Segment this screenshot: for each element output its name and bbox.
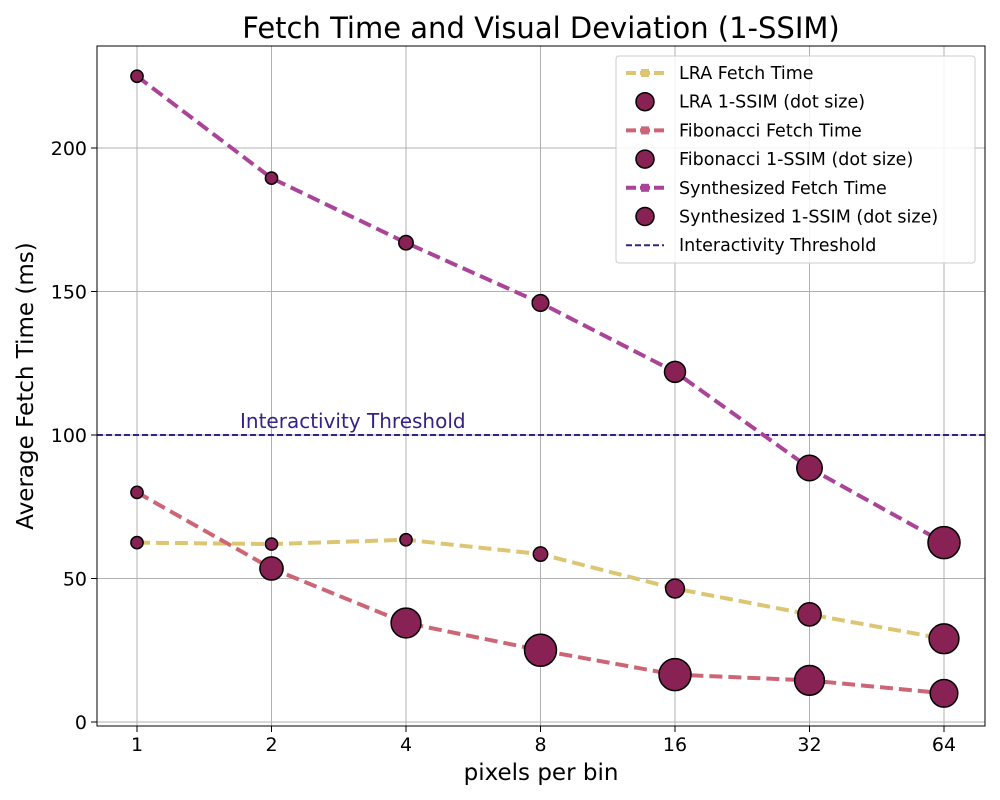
- ssim-dot: [927, 525, 961, 560]
- legend-dot-swatch: [635, 91, 655, 112]
- x-tick-label: 32: [797, 734, 821, 756]
- legend-label: Synthesized Fetch Time: [679, 179, 887, 199]
- ssim-dot: [399, 532, 413, 547]
- x-tick-label: 1: [131, 734, 143, 756]
- y-tick-label: 100: [51, 425, 87, 447]
- x-tick-label: 64: [932, 734, 956, 756]
- legend-dot-swatch: [635, 206, 655, 227]
- ssim-dot: [264, 537, 279, 551]
- ssim-dot: [928, 623, 960, 655]
- ssim-dot: [531, 293, 550, 313]
- y-tick-label: 150: [51, 282, 87, 304]
- y-tick-label: 200: [51, 138, 87, 160]
- y-axis-label: Average Fetch Time (ms): [13, 242, 39, 529]
- ssim-dot: [796, 454, 823, 482]
- legend-label: LRA 1-SSIM (dot size): [679, 93, 865, 113]
- chart-title: Fetch Time and Visual Deviation (1-SSIM): [242, 11, 839, 45]
- x-tick-label: 2: [265, 734, 277, 756]
- ssim-dot: [130, 69, 144, 84]
- legend-label: Synthesized 1-SSIM (dot size): [679, 208, 938, 228]
- ssim-dot: [523, 633, 558, 667]
- ssim-dot: [130, 485, 144, 500]
- x-tick-label: 16: [663, 734, 687, 756]
- legend-label: LRA Fetch Time: [679, 64, 814, 84]
- ssim-dot: [264, 171, 279, 185]
- ssim-dot: [130, 535, 144, 550]
- y-tick-label: 0: [75, 712, 87, 734]
- x-tick-label: 4: [400, 734, 412, 756]
- ssim-dot: [532, 546, 549, 563]
- ssim-dot: [929, 678, 959, 708]
- x-axis-label: pixels per bin: [464, 760, 619, 786]
- y-tick-label: 50: [63, 569, 87, 591]
- ssim-dot: [797, 602, 822, 627]
- ssim-dot: [259, 556, 284, 581]
- ssim-dot: [398, 234, 414, 251]
- legend-marker-swatch: [641, 126, 649, 135]
- threshold-label: Interactivity Threshold: [240, 409, 466, 433]
- legend-label: Interactivity Threshold: [679, 236, 876, 256]
- legend-marker-swatch: [641, 183, 649, 192]
- ssim-dot: [663, 360, 687, 384]
- legend-dot-swatch: [635, 149, 655, 169]
- legend-box: [615, 55, 976, 264]
- legend-marker-swatch: [641, 69, 649, 77]
- x-tick-label: 8: [534, 734, 546, 756]
- legend-label: Fibonacci 1-SSIM (dot size): [679, 150, 913, 170]
- threshold-layer: Interactivity Threshold: [97, 409, 985, 436]
- series-layer: [130, 69, 961, 708]
- ticks: 1 2 4 8 16 32 64 0 50 100 150 200: [51, 138, 956, 756]
- ssim-dot: [658, 657, 692, 692]
- ssim-dot: [664, 578, 686, 599]
- ssim-dot: [793, 664, 826, 697]
- legend-label: Fibonacci Fetch Time: [679, 121, 862, 141]
- ssim-dot: [390, 607, 422, 639]
- legend: LRA Fetch Time LRA 1-SSIM (dot size) Fibon…: [615, 55, 976, 264]
